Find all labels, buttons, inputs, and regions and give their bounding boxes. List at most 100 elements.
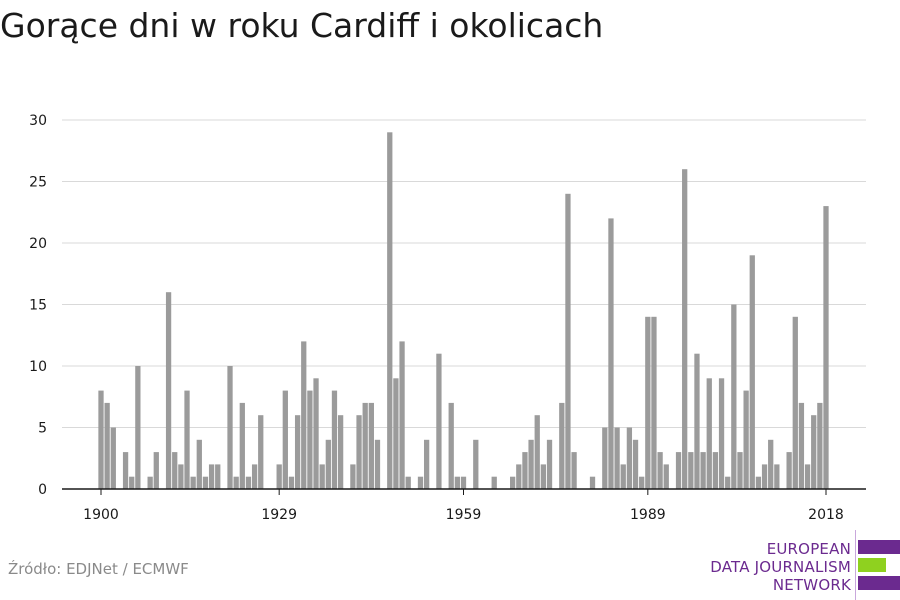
x-axis-labels: 1900 1929 1959 1989 2018 (83, 507, 844, 523)
logo-bar-top (858, 540, 900, 554)
bar (350, 464, 356, 489)
bar (374, 439, 381, 489)
bar (135, 366, 141, 489)
bar (688, 452, 694, 489)
bar (122, 452, 129, 489)
y-tick-label: 15 (29, 298, 47, 314)
bar (245, 476, 252, 489)
bar (731, 304, 737, 489)
bar (423, 439, 430, 489)
y-tick-label: 20 (29, 236, 47, 252)
bar (700, 452, 706, 489)
bar (737, 452, 743, 489)
bar (276, 464, 282, 489)
bar (534, 415, 540, 489)
bar (368, 402, 374, 489)
bar (706, 378, 712, 489)
bar (589, 476, 596, 489)
bar (540, 464, 547, 489)
bar (110, 427, 116, 489)
x-tick-label: 1900 (83, 507, 119, 523)
bar (239, 402, 245, 489)
x-tick-label: 1989 (630, 507, 666, 523)
bar (337, 415, 344, 489)
bar (178, 464, 184, 489)
bar (768, 439, 774, 489)
bar (743, 390, 749, 489)
bar (301, 341, 307, 489)
bar (313, 378, 319, 489)
x-tick-label: 1929 (261, 507, 297, 523)
bar (460, 476, 467, 489)
bar (546, 439, 553, 489)
bar (190, 476, 196, 489)
bar (405, 476, 411, 489)
x-tick-label: 2018 (808, 507, 844, 523)
bar (448, 402, 454, 489)
bar (454, 476, 460, 489)
bar (651, 316, 657, 489)
bar (282, 390, 288, 489)
bar (227, 366, 233, 489)
bar (559, 402, 565, 489)
bar (663, 464, 669, 489)
logo-bar-bottom (858, 576, 900, 590)
bar (331, 390, 338, 489)
logo-line-network: NETWORK (772, 576, 851, 594)
logo-line-european: EUROPEAN (766, 540, 851, 558)
bar (165, 292, 172, 489)
bar (129, 476, 135, 489)
logo-bar-middle (858, 558, 886, 572)
bar (184, 390, 190, 489)
y-tick-label: 25 (29, 175, 47, 191)
bar (645, 316, 651, 489)
bar (491, 476, 497, 489)
bar (98, 390, 104, 489)
x-axis (62, 488, 866, 495)
logo-divider (855, 530, 856, 600)
source-note: Źródło: EDJNet / ECMWF (8, 560, 189, 578)
bar (675, 452, 682, 489)
y-axis-labels: 0 5 10 15 20 25 30 (29, 113, 47, 498)
bar (620, 464, 626, 489)
bar (251, 464, 258, 489)
bar (657, 452, 663, 489)
bar (215, 464, 221, 489)
bar (202, 476, 209, 489)
bar (356, 415, 362, 489)
bar (749, 255, 755, 489)
bar (233, 476, 239, 489)
gridlines (62, 119, 866, 428)
bar (608, 218, 614, 489)
bar (639, 476, 645, 489)
bar (712, 452, 719, 489)
bar (798, 402, 805, 489)
logo-line-data-journalism: DATA JOURNALISM (710, 558, 851, 576)
bar (104, 402, 110, 489)
bar (294, 415, 301, 489)
chart-title: Gorące dni w roku Cardiff i okolicach (0, 6, 604, 45)
bar (196, 439, 202, 489)
y-tick-label: 30 (29, 113, 47, 129)
bar (473, 439, 479, 489)
bar (172, 452, 178, 489)
x-tick-label: 1959 (446, 507, 482, 523)
bar (626, 427, 633, 489)
y-tick-label: 10 (29, 359, 47, 375)
bar (792, 316, 798, 489)
bar (774, 464, 780, 489)
bar (565, 193, 571, 490)
bars (98, 132, 829, 490)
bar (288, 476, 295, 489)
bar (258, 415, 264, 489)
bar (399, 341, 405, 489)
bar (417, 476, 424, 489)
bar (725, 476, 731, 489)
bar (817, 402, 823, 489)
bar (718, 378, 725, 489)
bar (804, 464, 811, 489)
bar (528, 439, 534, 489)
bar (786, 452, 792, 489)
bar (147, 476, 153, 489)
